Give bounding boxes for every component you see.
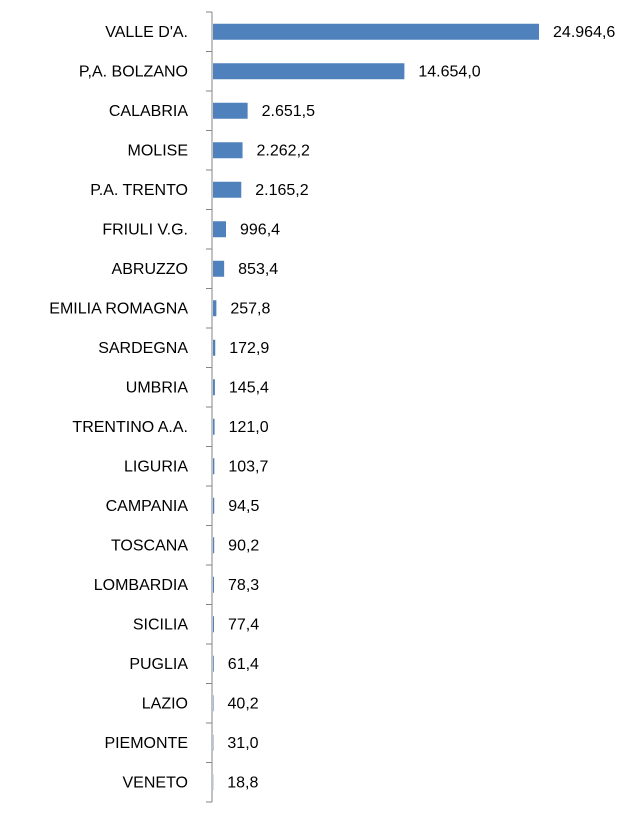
value-label: 77,4 [228, 616, 259, 633]
value-label: 78,3 [228, 577, 259, 594]
category-label: CAMPANIA [106, 498, 189, 515]
bar [213, 497, 215, 514]
category-label: VENETO [123, 774, 189, 791]
category-label: MOLISE [128, 142, 188, 159]
category-label: PUGLIA [129, 656, 188, 673]
category-label: LOMBARDIA [94, 577, 189, 594]
bar [213, 458, 215, 475]
value-label: 121,0 [229, 419, 269, 436]
value-label: 257,8 [230, 300, 270, 317]
value-label: 18,8 [227, 774, 258, 791]
bar [213, 576, 215, 593]
value-label: 2.651,5 [262, 103, 315, 120]
bar [213, 418, 215, 435]
category-label: LAZIO [142, 695, 188, 712]
bar [213, 23, 540, 40]
bar [213, 655, 214, 672]
category-label: LIGURIA [124, 458, 188, 475]
bar [213, 181, 242, 198]
bar [213, 102, 248, 119]
category-label: FRIULI V.G. [102, 221, 188, 238]
category-label: P,A. BOLZANO [79, 63, 188, 80]
value-label: 31,0 [227, 735, 258, 752]
category-label: PIEMONTE [104, 735, 188, 752]
value-label: 40,2 [228, 695, 259, 712]
value-label: 2.165,2 [255, 182, 308, 199]
category-label: ABRUZZO [112, 261, 188, 278]
category-label: TRENTINO A.A. [72, 419, 188, 436]
category-label: SICILIA [133, 616, 188, 633]
value-label: 94,5 [228, 498, 259, 515]
value-label: 103,7 [228, 458, 268, 475]
category-label: P.A. TRENTO [90, 182, 188, 199]
value-label: 145,4 [229, 379, 269, 396]
category-label: EMILIA ROMAGNA [49, 300, 188, 317]
bar [213, 300, 217, 317]
bar [213, 339, 216, 356]
bar [213, 63, 405, 80]
bar [213, 221, 227, 238]
bar [213, 616, 215, 633]
bar [213, 142, 243, 159]
bar [213, 379, 215, 396]
category-label: CALABRIA [109, 103, 188, 120]
category-label: VALLE D'A. [105, 24, 188, 41]
value-label: 90,2 [228, 537, 259, 554]
value-label: 61,4 [228, 656, 259, 673]
category-label: SARDEGNA [98, 340, 188, 357]
value-label: 14.654,0 [418, 63, 480, 80]
bar [213, 695, 214, 712]
value-label: 2.262,2 [257, 142, 310, 159]
value-label: 996,4 [240, 221, 280, 238]
value-label: 853,4 [238, 261, 278, 278]
category-label: TOSCANA [111, 537, 188, 554]
bar [213, 260, 225, 277]
value-label: 172,9 [229, 340, 269, 357]
category-label: UMBRIA [126, 379, 189, 396]
bar [213, 537, 215, 554]
value-label: 24.964,6 [553, 24, 615, 41]
